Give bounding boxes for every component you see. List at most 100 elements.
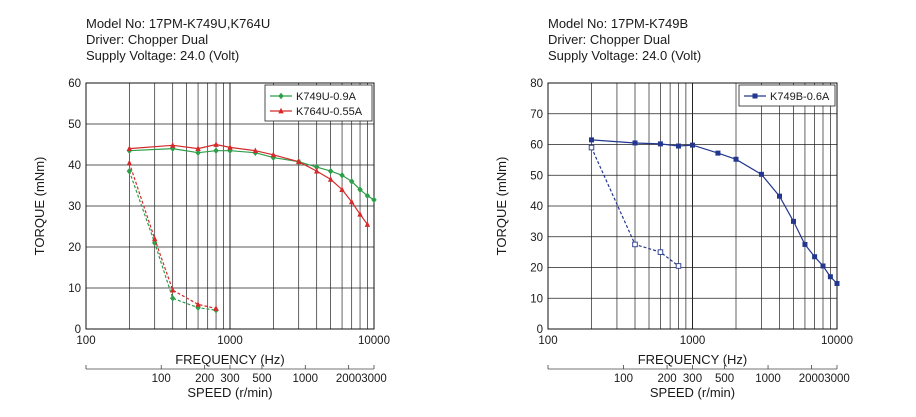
speed-tick-label: 3000 xyxy=(824,373,850,385)
chart-header-line: Model No: 17PM-K749U,K764U xyxy=(86,16,270,31)
legend-label: K749U-0.9A xyxy=(296,91,357,103)
y-tick-label: 70 xyxy=(530,109,543,121)
data-point xyxy=(348,198,355,205)
data-point xyxy=(357,186,363,193)
y-tick-label: 50 xyxy=(530,170,543,182)
data-point xyxy=(313,163,320,171)
data-point xyxy=(195,301,201,307)
legend-box xyxy=(738,84,836,107)
data-point xyxy=(152,235,158,242)
data-point xyxy=(339,171,345,179)
speed-tick-label: 1000 xyxy=(755,373,781,385)
y-tick-label: 30 xyxy=(530,232,543,244)
data-point xyxy=(227,147,233,154)
data-point xyxy=(733,156,739,162)
y-tick-label: 20 xyxy=(530,263,543,275)
speed-axis-label: SPEED (r/min) xyxy=(650,385,735,400)
data-point xyxy=(213,147,219,154)
legend-label: K749B-0.6A xyxy=(770,91,830,103)
data-point xyxy=(776,193,782,199)
data-point xyxy=(169,294,176,302)
x-tick-label: 10000 xyxy=(358,335,390,347)
data-point xyxy=(588,137,594,143)
legend-swatch-marker xyxy=(278,92,284,100)
data-point xyxy=(657,249,664,255)
speed-tick-label: 3000 xyxy=(361,373,387,385)
data-point xyxy=(339,186,345,192)
x-tick-label: 100 xyxy=(538,335,557,347)
speed-tick-label: 2000 xyxy=(799,373,825,385)
series-line xyxy=(129,147,375,201)
speed-tick-label: 200 xyxy=(657,373,676,385)
x-tick-label: 10000 xyxy=(821,335,853,347)
x-tick-label: 100 xyxy=(76,335,95,347)
y-tick-label: 80 xyxy=(530,78,543,90)
data-point xyxy=(195,149,201,156)
data-point xyxy=(169,142,176,148)
chart-header-line: Supply Voltage: 24.0 (Volt) xyxy=(548,48,701,63)
data-point xyxy=(371,196,377,204)
chart-header-line: Supply Voltage: 24.0 (Volt) xyxy=(86,48,239,63)
data-point xyxy=(791,218,797,224)
data-point xyxy=(227,144,233,150)
data-point xyxy=(252,147,259,154)
data-point xyxy=(690,142,695,148)
speed-tick-label: 300 xyxy=(683,373,702,385)
chart-header-line: Driver: Chopper Dual xyxy=(86,32,208,47)
data-point xyxy=(632,140,638,146)
data-point xyxy=(588,144,595,151)
data-point xyxy=(632,241,638,248)
legend-swatch-marker xyxy=(278,107,284,114)
series-line xyxy=(129,143,368,225)
data-point xyxy=(126,159,133,166)
y-tick-label: 50 xyxy=(68,119,81,131)
y-tick-label: 20 xyxy=(68,242,81,254)
plot-frame xyxy=(85,82,375,330)
data-point xyxy=(357,211,363,217)
data-point xyxy=(675,143,681,149)
x-axis-label: FREQUENCY (Hz) xyxy=(175,352,285,367)
data-point xyxy=(827,274,833,280)
data-point xyxy=(126,167,133,175)
legend-swatch-marker xyxy=(752,93,758,99)
data-point xyxy=(834,280,840,286)
speed-tick-label: 2000 xyxy=(336,373,362,385)
data-point xyxy=(657,141,663,147)
data-point xyxy=(364,192,371,200)
x-tick-label: 1000 xyxy=(680,335,706,347)
y-tick-label: 60 xyxy=(68,78,81,90)
y-tick-label: 10 xyxy=(68,283,81,295)
data-point xyxy=(820,263,826,269)
data-point xyxy=(313,167,320,174)
legend-label: K764U-0.55A xyxy=(296,106,363,118)
data-point xyxy=(802,241,808,247)
plot-frame xyxy=(547,82,838,330)
series-line-dashed xyxy=(128,170,217,311)
data-point xyxy=(758,171,764,177)
data-point xyxy=(213,141,219,147)
data-point xyxy=(169,286,176,293)
speed-tick-label: 500 xyxy=(252,373,271,385)
speed-tick-label: 100 xyxy=(614,373,633,385)
y-tick-label: 10 xyxy=(530,293,543,305)
y-axis-label: TORQUE (mNm) xyxy=(494,157,509,256)
y-tick-label: 30 xyxy=(68,201,81,213)
y-tick-label: 0 xyxy=(537,324,543,336)
data-point xyxy=(348,178,355,185)
speed-tick-label: 100 xyxy=(152,373,171,385)
series-line xyxy=(591,139,838,284)
data-point xyxy=(327,176,334,182)
speed-tick-label: 1000 xyxy=(292,373,318,385)
speed-tick-label: 500 xyxy=(715,373,734,385)
y-tick-label: 60 xyxy=(530,140,543,152)
data-point xyxy=(296,158,302,165)
data-point xyxy=(715,150,721,156)
x-axis-label: FREQUENCY (Hz) xyxy=(638,352,748,367)
data-point xyxy=(364,221,371,227)
data-point xyxy=(195,145,201,151)
data-point xyxy=(126,145,133,151)
y-tick-label: 40 xyxy=(530,201,543,213)
legend-box xyxy=(264,84,373,122)
